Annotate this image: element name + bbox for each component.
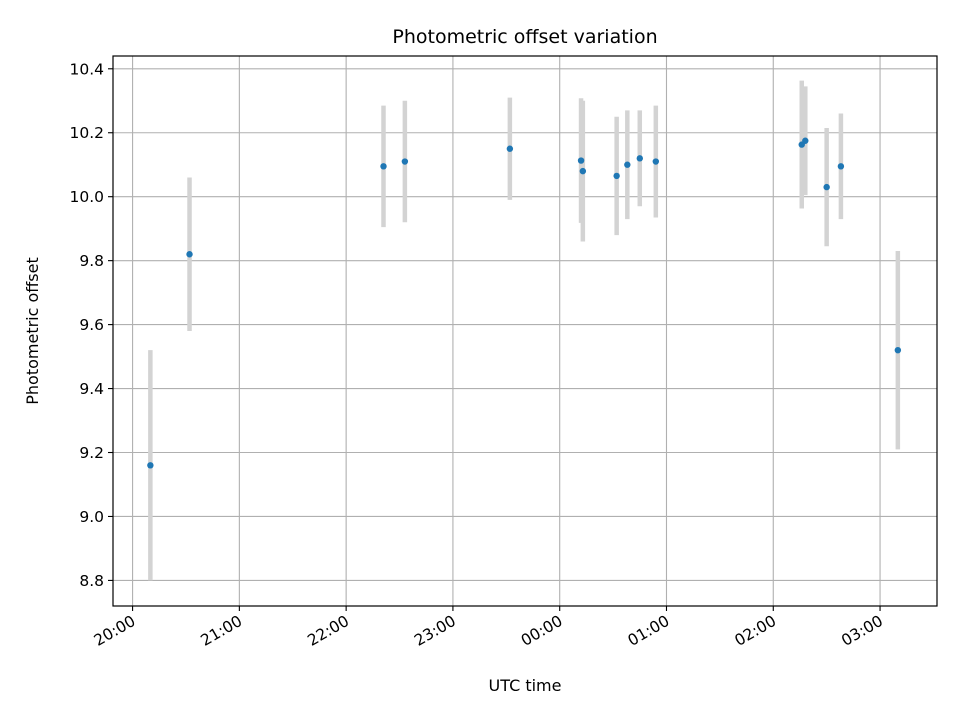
data-point	[577, 157, 585, 164]
data-point	[636, 155, 643, 162]
data-point	[802, 137, 809, 144]
data-point	[186, 251, 193, 258]
data-point	[380, 163, 387, 170]
y-tick-label: 9.2	[79, 444, 104, 462]
data-point	[579, 167, 587, 175]
chart-title: Photometric offset variation	[392, 26, 657, 48]
point-layer	[147, 137, 902, 469]
data-point	[823, 183, 830, 191]
y-axis-label: Photometric offset	[23, 257, 42, 405]
y-tick-label: 9.0	[79, 508, 104, 526]
data-point	[147, 462, 154, 469]
data-point	[506, 145, 514, 152]
y-tick-label: 9.8	[79, 252, 104, 270]
data-point	[613, 172, 620, 180]
data-point	[894, 346, 902, 354]
y-tick-label: 10.0	[69, 188, 104, 206]
y-tick-label: 10.4	[69, 60, 104, 78]
data-point	[652, 158, 660, 165]
y-tick-label: 8.8	[79, 572, 104, 590]
data-point	[624, 161, 631, 168]
data-point	[401, 158, 409, 165]
y-tick-label: 9.6	[79, 316, 104, 334]
data-point	[837, 163, 845, 170]
x-axis-label: UTC time	[489, 676, 562, 695]
plot-frame	[112, 55, 938, 607]
y-tick-label: 10.2	[69, 124, 104, 142]
y-tick-label: 9.4	[79, 380, 104, 398]
grid-layer	[113, 56, 937, 606]
